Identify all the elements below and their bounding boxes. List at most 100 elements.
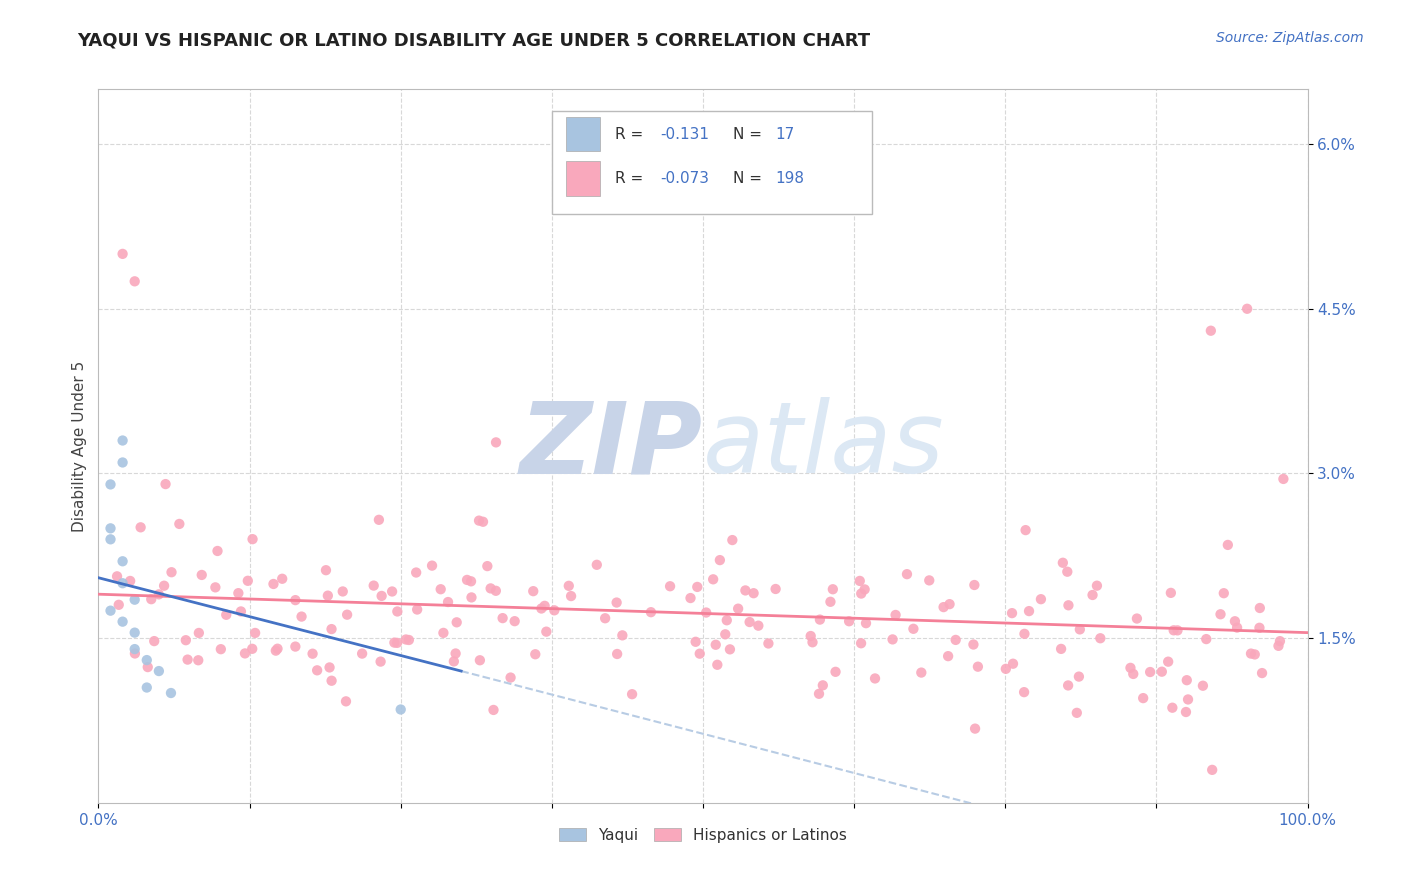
Point bbox=[585, 558, 607, 572]
Bar bbox=[567, 117, 600, 152]
Point bbox=[808, 613, 831, 627]
Point bbox=[444, 647, 467, 661]
Point bbox=[443, 655, 465, 669]
Point bbox=[1150, 665, 1173, 679]
Point bbox=[820, 595, 842, 609]
Point bbox=[1268, 634, 1291, 648]
Point bbox=[1057, 599, 1080, 613]
Point bbox=[100, 533, 122, 547]
Point bbox=[321, 622, 343, 636]
Point bbox=[503, 614, 526, 628]
Point bbox=[1226, 621, 1249, 635]
Point bbox=[111, 554, 134, 568]
Point bbox=[536, 624, 558, 639]
Point bbox=[491, 611, 513, 625]
Point bbox=[204, 580, 226, 594]
Point bbox=[321, 673, 343, 688]
Point bbox=[530, 601, 553, 615]
Point bbox=[111, 434, 134, 448]
Point bbox=[432, 626, 454, 640]
Point bbox=[124, 274, 146, 288]
Text: Source: ZipAtlas.com: Source: ZipAtlas.com bbox=[1216, 31, 1364, 45]
Point bbox=[148, 664, 170, 678]
Y-axis label: Disability Age Under 5: Disability Age Under 5 bbox=[72, 360, 87, 532]
Point bbox=[896, 567, 918, 582]
Point bbox=[811, 678, 834, 692]
Point bbox=[1090, 632, 1112, 646]
Point bbox=[381, 584, 404, 599]
Point bbox=[420, 558, 443, 573]
Point bbox=[824, 665, 846, 679]
Point bbox=[209, 642, 232, 657]
Text: R =: R = bbox=[614, 127, 648, 142]
Point bbox=[801, 635, 824, 649]
Text: YAQUI VS HISPANIC OR LATINO DISABILITY AGE UNDER 5 CORRELATION CHART: YAQUI VS HISPANIC OR LATINO DISABILITY A… bbox=[77, 31, 870, 49]
Point bbox=[136, 660, 159, 674]
Point bbox=[1209, 607, 1232, 622]
Point bbox=[706, 657, 728, 672]
Point bbox=[190, 568, 212, 582]
Point bbox=[747, 618, 769, 632]
Point bbox=[522, 584, 544, 599]
Point bbox=[606, 595, 628, 609]
Point bbox=[910, 665, 932, 680]
Point bbox=[524, 647, 547, 661]
Point bbox=[111, 576, 134, 591]
Point bbox=[686, 580, 709, 594]
Point bbox=[903, 622, 925, 636]
Point bbox=[352, 647, 374, 661]
Point bbox=[153, 579, 176, 593]
Point bbox=[612, 628, 634, 642]
Point bbox=[1050, 641, 1073, 656]
Point bbox=[963, 578, 986, 592]
Point bbox=[685, 634, 707, 648]
Point bbox=[1240, 647, 1263, 661]
Point bbox=[606, 647, 628, 661]
Point bbox=[169, 516, 191, 531]
Point bbox=[702, 572, 724, 586]
Point bbox=[395, 632, 418, 647]
Point bbox=[111, 455, 134, 469]
Point bbox=[863, 672, 886, 686]
Point bbox=[135, 653, 157, 667]
Point bbox=[758, 636, 780, 650]
Point bbox=[932, 600, 955, 615]
Point bbox=[485, 435, 508, 450]
Point bbox=[734, 583, 756, 598]
Point bbox=[155, 477, 177, 491]
Point bbox=[1161, 700, 1184, 714]
Point bbox=[679, 591, 702, 605]
Point bbox=[482, 703, 505, 717]
Point bbox=[1119, 661, 1142, 675]
Point bbox=[1201, 763, 1223, 777]
Point bbox=[714, 627, 737, 641]
Point bbox=[429, 582, 451, 597]
Point bbox=[1272, 472, 1295, 486]
Point bbox=[765, 582, 787, 596]
Point bbox=[456, 573, 478, 587]
Text: 198: 198 bbox=[776, 171, 804, 186]
Point bbox=[174, 633, 197, 648]
Point bbox=[398, 632, 420, 647]
Point bbox=[967, 659, 990, 673]
Point bbox=[1249, 601, 1271, 615]
Point bbox=[727, 601, 749, 615]
Point bbox=[468, 514, 491, 528]
Point bbox=[236, 574, 259, 588]
Point bbox=[332, 584, 354, 599]
Point bbox=[1012, 685, 1035, 699]
Point bbox=[1177, 692, 1199, 706]
Point bbox=[1029, 592, 1052, 607]
Point bbox=[385, 636, 408, 650]
Point bbox=[437, 595, 460, 609]
Point bbox=[659, 579, 682, 593]
Point bbox=[689, 647, 711, 661]
Point bbox=[100, 477, 122, 491]
Point bbox=[849, 636, 872, 650]
Point bbox=[1199, 324, 1222, 338]
Point bbox=[1014, 627, 1036, 641]
Point bbox=[105, 569, 128, 583]
Point bbox=[808, 687, 831, 701]
Point bbox=[1069, 623, 1091, 637]
Point bbox=[111, 247, 134, 261]
